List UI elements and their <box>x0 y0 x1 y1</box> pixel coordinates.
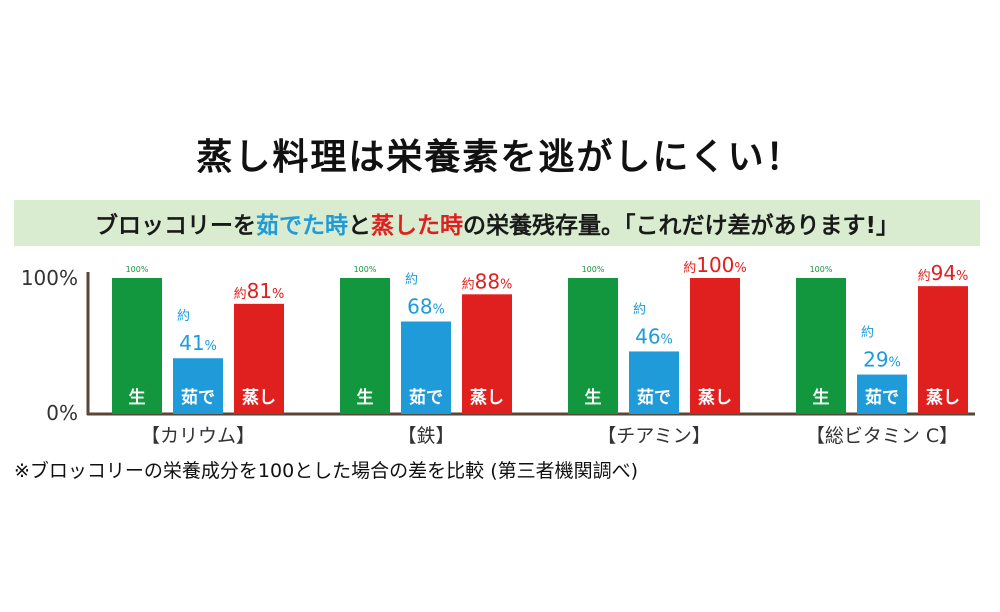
bar <box>340 278 390 414</box>
data-label: 100% <box>126 265 149 274</box>
nutrient-bar-chart: 100% 0% 生 100% 茹で 約 41% 蒸し 約81% 【カリウム】 生 100% 茹で 約 68%… <box>21 253 975 447</box>
approx-label: 約 <box>405 273 418 288</box>
data-label: 約100% <box>683 253 747 277</box>
approx-label: 約 <box>633 302 646 317</box>
data-label: 約81% <box>234 279 285 303</box>
banner-suffix: の栄養残存量。「これだけ差があります!」 <box>463 213 899 239</box>
data-label: 68% <box>407 295 445 319</box>
data-label: 100% <box>810 265 833 274</box>
bar-series-label: 蒸し <box>698 388 732 408</box>
bar <box>796 278 846 414</box>
bar <box>401 321 451 414</box>
banner-prefix: ブロッコリーを <box>95 213 256 239</box>
data-label: 100% <box>582 265 605 274</box>
y-tick-label: 100% <box>21 266 78 290</box>
bar <box>568 278 618 414</box>
bar-series-label: 生 <box>813 387 830 408</box>
bar-series-label: 生 <box>585 387 602 408</box>
bar <box>462 294 512 414</box>
banner-boiled: 茹でた時 <box>256 213 348 239</box>
category-label: 【鉄】 <box>397 425 454 447</box>
bar-series-label: 茹で <box>637 387 671 408</box>
bar-series-label: 蒸し <box>242 388 276 408</box>
bar <box>690 278 740 414</box>
bar-series-label: 茹で <box>409 387 443 408</box>
data-label: 100% <box>354 265 377 274</box>
bar-series-label: 茹で <box>865 387 899 408</box>
bar <box>112 278 162 414</box>
data-label: 41% <box>179 331 217 355</box>
banner-steamed: 蒸した時 <box>371 213 463 239</box>
category-label: 【チアミン】 <box>597 425 711 447</box>
bar-series-label: 生 <box>357 387 374 408</box>
bar <box>857 374 907 414</box>
footnote: ※ブロッコリーの栄養成分を100とした場合の差を比較 (第三者機関調べ) <box>14 460 639 482</box>
bar <box>173 358 223 414</box>
bar-series-label: 蒸し <box>926 388 960 408</box>
banner-middle: と <box>348 213 371 239</box>
y-tick-label: 0% <box>46 401 78 425</box>
bar <box>234 303 284 414</box>
data-label: 約88% <box>462 269 513 293</box>
bar-series-label: 茹で <box>181 387 215 408</box>
subtitle-banner: ブロッコリーを 茹でた時と蒸した時 の栄養残存量。「これだけ差があります!」 <box>14 200 980 246</box>
bar-series-label: 生 <box>129 387 146 408</box>
category-label: 【総ビタミン C】 <box>806 425 958 447</box>
data-label: 約94% <box>918 261 969 285</box>
data-label: 46% <box>635 324 673 348</box>
approx-label: 約 <box>861 326 874 341</box>
data-label: 29% <box>863 348 901 372</box>
approx-label: 約 <box>177 309 190 324</box>
category-label: 【カリウム】 <box>141 425 255 447</box>
page-title: 蒸し料理は栄養素を逃がしにくい！ <box>196 137 804 178</box>
bar <box>629 351 679 414</box>
bar-series-label: 蒸し <box>470 388 504 408</box>
bar <box>918 286 968 414</box>
